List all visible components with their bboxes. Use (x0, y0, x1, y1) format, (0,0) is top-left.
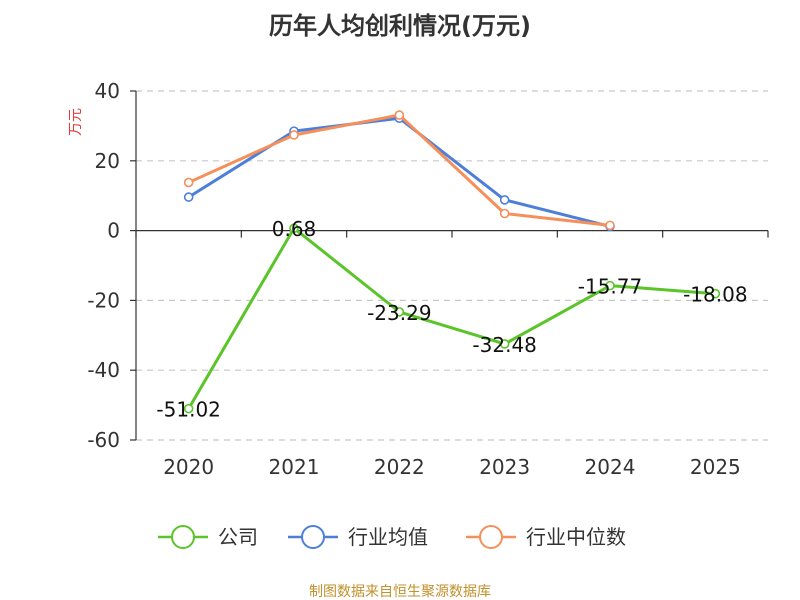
x-tick-label: 2023 (479, 455, 530, 479)
data-point (183, 177, 194, 188)
series-line (187, 226, 717, 411)
data-label: -18.08 (683, 283, 747, 307)
y-tick-label: -20 (87, 288, 120, 312)
legend: 公司 行业均值 行业中位数 (158, 525, 626, 549)
source-note: 制图数据来自恒生聚源数据库 (309, 584, 491, 600)
axes: 40 20 0 -20 -40 -60 2020 2021 2022 2023 2024 2025 (87, 79, 769, 479)
data-point (499, 339, 510, 349)
legend-marker (171, 525, 195, 549)
y-tick-label: -60 (87, 428, 120, 452)
legend-marker (479, 525, 503, 549)
y-tick-label: 40 (95, 79, 120, 103)
x-tick-label: 2025 (690, 455, 741, 479)
series-line (187, 116, 612, 228)
data-label: -32.48 (472, 333, 536, 357)
data-point (394, 307, 405, 317)
data-label: -23.29 (367, 301, 431, 325)
data-point (183, 192, 194, 202)
legend-marker (301, 525, 325, 549)
data-label: -15.77 (578, 275, 642, 299)
legend-label: 行业均值 (348, 525, 428, 549)
grid-lines (136, 90, 768, 441)
legend-label: 行业中位数 (526, 525, 626, 549)
series-line (187, 113, 612, 227)
x-tick-label: 2021 (269, 455, 320, 479)
data-point (710, 288, 721, 299)
data-labels: -51.02 0.68 -23.29 -32.48 -15.77 -18.08 (156, 217, 747, 421)
x-tick-label: 2022 (374, 455, 425, 479)
x-tick-label: 2020 (163, 455, 214, 479)
x-tick-label: 2024 (585, 455, 636, 479)
data-point (394, 110, 405, 120)
y-tick-label: 0 (107, 219, 120, 243)
series-lines (183, 110, 721, 414)
y-axis-label: 万元 (68, 108, 84, 136)
y-tick-label: 20 (95, 149, 120, 173)
data-point (499, 195, 510, 205)
data-point (499, 208, 510, 219)
data-point (183, 403, 194, 414)
data-point (289, 223, 299, 234)
y-tick-label: -40 (87, 358, 120, 382)
data-point (605, 280, 615, 291)
legend-label: 公司 (218, 525, 258, 549)
data-point (289, 130, 299, 140)
data-label: 0.68 (272, 217, 317, 241)
data-label: -51.02 (156, 398, 220, 422)
data-point (605, 220, 615, 231)
chart-title: 历年人均创利情况(万元) (269, 12, 531, 40)
